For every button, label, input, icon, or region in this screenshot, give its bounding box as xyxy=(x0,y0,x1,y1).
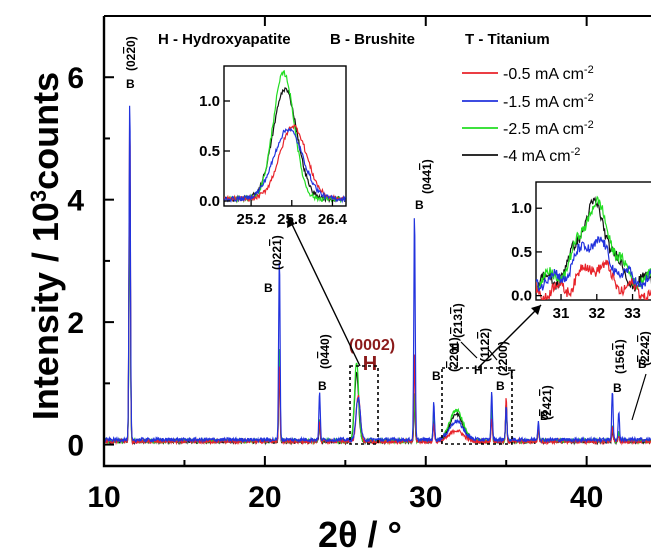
y-axis-label-main: Intensity / 10 xyxy=(25,202,66,420)
peak-phase-b-0440: B xyxy=(318,379,327,393)
inset-y-tick-label-1: 0.5 xyxy=(511,244,532,261)
inset-y-tick-label-2: 1.0 xyxy=(199,93,220,110)
y-tick-label-0: 0 xyxy=(67,430,84,463)
y-axis-label: Intensity / 103counts xyxy=(25,72,66,420)
inset-x-tick-label-0: 31 xyxy=(553,305,570,322)
peak-phase-h-2131: H xyxy=(451,341,460,355)
peak-phase-b-0441: B xyxy=(415,198,424,212)
peak-phase-b-0221: B xyxy=(264,281,273,295)
inset2-series-group xyxy=(536,195,651,300)
phase-key-b: B - Brushite xyxy=(330,31,415,48)
inset-y-tick-label-0: 0.0 xyxy=(511,288,532,305)
arrow-h-1122 xyxy=(488,349,498,361)
y-tick-label-1: 2 xyxy=(67,307,84,340)
inset-hap-region: 31 32 33 0.0 0.5 1.0 xyxy=(511,181,651,322)
peak-hkl-1561: (1561) xyxy=(613,339,627,374)
inset-series-line-1 xyxy=(224,127,346,204)
hap-region-highlight-box xyxy=(441,367,513,445)
y-tick-label-2: 4 xyxy=(67,185,84,218)
inset-series-line-1 xyxy=(536,236,651,292)
peak-phase-b-1561: B xyxy=(613,381,622,395)
inset-y-tick-label-2: 1.0 xyxy=(511,200,532,217)
inset1-ticks: 25.2 25.8 26.4 0.0 0.5 1.0 xyxy=(199,93,348,228)
peak-hkl-0002: (0002) xyxy=(349,337,395,354)
peak-phase-b-0220: B xyxy=(126,77,135,91)
y-axis-label-exp: 3 xyxy=(26,190,51,202)
inset-x-tick-label-1: 32 xyxy=(588,305,605,322)
inset-x-tick-label-0: 25.2 xyxy=(237,211,266,228)
h0002-highlight-box xyxy=(349,365,379,445)
legend-label-2: -2.5 mA cm-2 xyxy=(503,119,594,138)
peak-phase-t: T xyxy=(508,367,516,381)
peak-phase-b-2421: B xyxy=(540,409,549,423)
peak-hkl-2200: (2200) xyxy=(496,341,510,376)
inset-y-tick-label-1: 0.5 xyxy=(199,143,220,160)
inset-x-tick-label-1: 25.8 xyxy=(277,211,306,228)
inset-y-tick-label-0: 0.0 xyxy=(199,193,220,210)
peak-hkl-0220: (0220) xyxy=(124,36,138,71)
peak-phase-b-2201: B xyxy=(432,369,441,383)
peak-phase-h-0002: H xyxy=(363,353,377,375)
peak-labels: (0220) B (0221) B (0440) B (0441) B (000… xyxy=(124,36,651,423)
peak-phase-h-1122: H xyxy=(474,363,483,377)
inset2-ticks: 31 32 33 0.0 0.5 1.0 xyxy=(511,200,641,322)
x-tick-label-3: 40 xyxy=(570,481,603,514)
main-ticks: 10 20 30 40 0 2 4 6 xyxy=(67,15,603,514)
x-tick-label-2: 30 xyxy=(409,481,442,514)
x-axis-label: 2θ / ° xyxy=(318,514,402,554)
arrow-to-inset1 xyxy=(287,215,361,367)
peak-hkl-1122: (1122) xyxy=(478,328,492,362)
phase-key-t: T - Titanium xyxy=(465,31,550,48)
series-line-1 xyxy=(104,105,651,444)
y-axis-label-unit: counts xyxy=(25,72,66,190)
x-tick-label-0: 10 xyxy=(87,481,120,514)
y-tick-label-3: 6 xyxy=(67,62,84,95)
arrow-b-2242 xyxy=(631,373,647,421)
peak-phase-b-2242: B xyxy=(638,357,647,371)
peak-hkl-0221: (0221) xyxy=(270,235,284,270)
legend-label-1: -1.5 mA cm-2 xyxy=(503,92,594,111)
series-legend: -0.5 mA cm-2 -1.5 mA cm-2 -2.5 mA cm-2 -… xyxy=(462,64,594,165)
arrow-h-2131 xyxy=(460,341,478,359)
peak-hkl-0441: (0441) xyxy=(420,159,434,194)
peak-hkl-2242: (2242) xyxy=(638,331,651,366)
inset1-series-group xyxy=(224,69,346,204)
inset-x-tick-label-2: 33 xyxy=(624,305,641,322)
legend-label-3: -4 mA cm-2 xyxy=(503,146,580,165)
legend-label-0: -0.5 mA cm-2 xyxy=(503,64,594,83)
peak-hkl-2201: (2201) xyxy=(447,337,461,372)
phase-key-h: H - Hydroxyapatite xyxy=(158,31,291,48)
peak-hkl-2421: (2421) xyxy=(540,385,554,420)
peak-hkl-0440: (0440) xyxy=(318,334,332,369)
inset-hap-0002: 25.2 25.8 26.4 0.0 0.5 1.0 xyxy=(199,65,348,228)
arrow-to-inset2 xyxy=(477,304,542,369)
peak-hkl-2131: (2131) xyxy=(451,303,465,338)
inset-x-tick-label-2: 26.4 xyxy=(318,211,348,228)
peak-phase-b-2200: B xyxy=(496,379,505,393)
x-tick-label-1: 20 xyxy=(248,481,281,514)
arrow-head-inset1 xyxy=(287,216,295,228)
arrow-head-inset2 xyxy=(531,305,541,315)
